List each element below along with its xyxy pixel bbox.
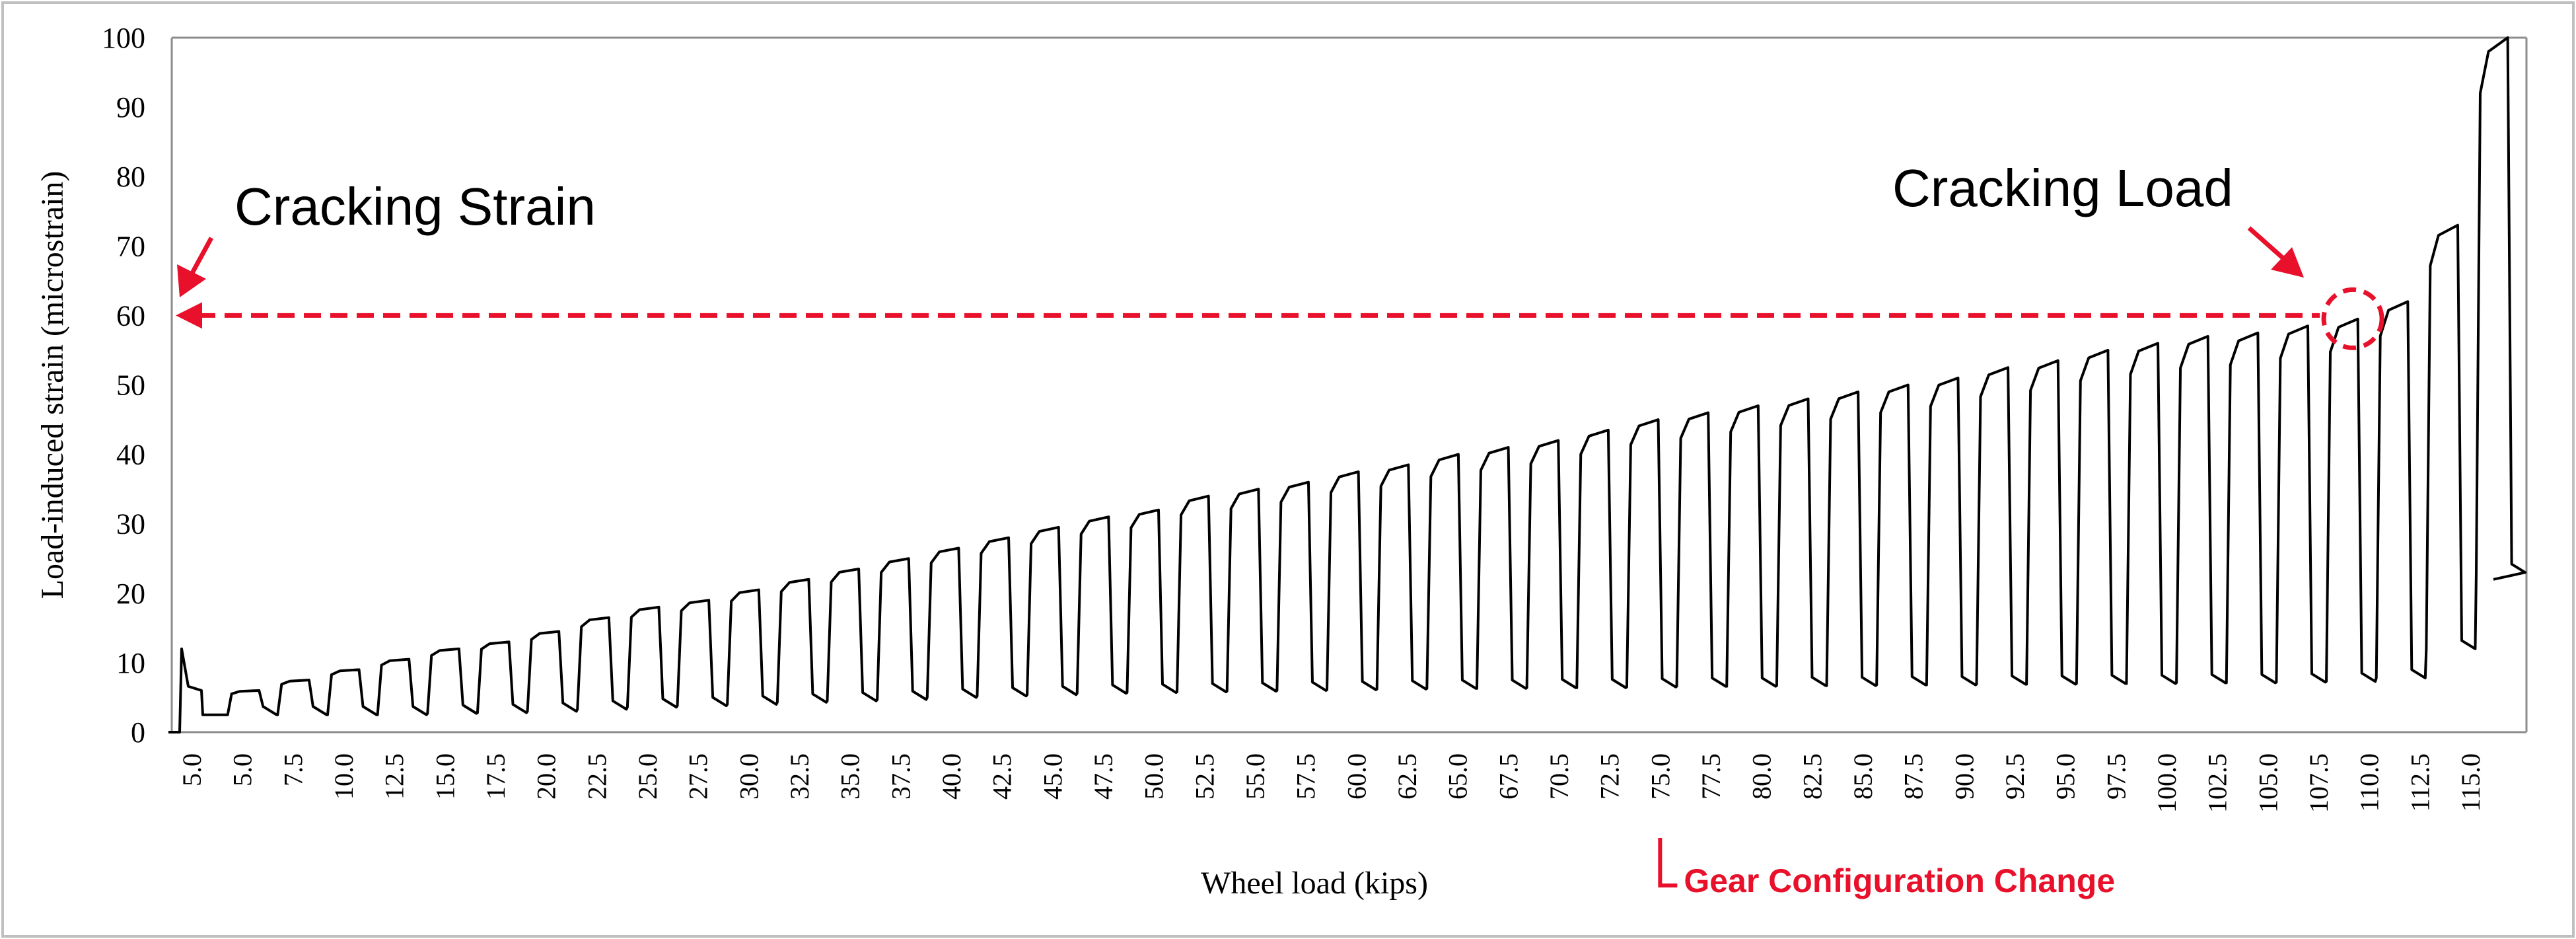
x-tick-label: 100.0	[2152, 753, 2182, 813]
x-tick-label: 15.0	[430, 753, 460, 800]
x-tick-label: 115.0	[2456, 753, 2486, 812]
x-tick-label: 52.5	[1190, 753, 1219, 800]
annotations-layer: Cracking Strain Cracking Load Gear Confi…	[176, 159, 2384, 899]
x-tick-label: 62.5	[1392, 753, 1422, 800]
x-tick-label: 92.5	[2000, 753, 2030, 800]
cracking-strain-pointer-arrowhead	[177, 264, 206, 297]
x-tick-label: 72.5	[1595, 753, 1625, 800]
x-tick-label: 40.0	[937, 753, 966, 800]
x-tick-label: 50.0	[1139, 753, 1169, 800]
y-tick-labels: 0 10 20 30 40 50 60 70 80 90 100	[102, 22, 145, 749]
x-tick-label: 25.0	[633, 753, 662, 800]
x-tick-label: 35.0	[836, 753, 865, 800]
x-tick-label: 5.0	[228, 753, 258, 786]
x-tick-label: 10.0	[329, 753, 359, 800]
x-tick-label: 17.5	[481, 753, 511, 800]
y-tick-label: 40	[116, 439, 145, 471]
x-tick-label: 80.0	[1747, 753, 1777, 800]
x-tick-label: 57.5	[1291, 753, 1321, 800]
x-tick-label: 112.5	[2405, 753, 2435, 812]
x-axis-title: Wheel load (kips)	[1201, 866, 1428, 901]
x-tick-label: 5.0	[177, 753, 207, 786]
x-tick-label: 65.0	[1443, 753, 1473, 800]
cracking-strain-arrowhead	[176, 302, 202, 329]
y-tick-label: 60	[116, 299, 145, 332]
x-tick-label: 90.0	[1949, 753, 1979, 800]
cracking-load-circle	[2321, 287, 2384, 350]
x-tick-label: 27.5	[684, 753, 713, 800]
gear-change-bracket	[1658, 838, 1678, 887]
x-tick-label: 87.5	[1899, 753, 1929, 800]
x-tick-label: 105.0	[2253, 753, 2283, 813]
cracking-load-pointer-arrow	[2247, 226, 2286, 261]
x-tick-label: 75.0	[1645, 753, 1675, 800]
gear-change-label: Gear Configuration Change	[1684, 862, 2115, 899]
cracking-load-pointer-arrowhead	[2271, 247, 2304, 278]
x-tick-label: 70.5	[1544, 753, 1574, 800]
x-tick-label: 82.5	[1797, 753, 1827, 800]
y-tick-label: 90	[116, 91, 145, 124]
x-tick-label: 32.5	[785, 753, 814, 800]
x-tick-label: 110.0	[2355, 753, 2384, 812]
x-tick-label: 30.0	[734, 753, 764, 800]
y-axis-title: Load-induced strain (microstrain)	[35, 171, 70, 599]
strain-series-line	[168, 36, 2527, 733]
axes-layer	[170, 36, 2528, 733]
x-tick-label: 47.5	[1089, 753, 1118, 800]
cracking-strain-label: Cracking Strain	[234, 177, 596, 236]
x-tick-label: 97.5	[2101, 753, 2131, 800]
x-tick-label: 85.0	[1848, 753, 1878, 800]
y-tick-label: 20	[116, 578, 145, 610]
x-tick-label: 67.5	[1493, 753, 1523, 800]
y-tick-label: 0	[131, 716, 145, 749]
x-tick-label: 45.0	[1038, 753, 1067, 800]
x-tick-label: 102.5	[2203, 753, 2233, 813]
x-tick-label: 20.0	[532, 753, 561, 800]
y-tick-label: 50	[116, 369, 145, 402]
y-tick-label: 100	[102, 22, 145, 54]
x-tick-label: 7.5	[278, 753, 308, 786]
x-tick-label: 55.0	[1240, 753, 1270, 800]
x-tick-label: 42.5	[987, 753, 1017, 800]
cracking-strain-pointer-arrow	[189, 237, 214, 276]
x-tick-label: 107.5	[2304, 753, 2334, 813]
x-tick-labels: 5.0 5.0 7.5 10.0 12.5 15.0 17.5 20.0 22.5 25.0 27.…	[177, 753, 2486, 813]
x-tick-label: 95.0	[2051, 753, 2081, 800]
x-tick-label: 12.5	[380, 753, 410, 800]
y-tick-label: 70	[116, 230, 145, 262]
x-tick-label: 22.5	[582, 753, 612, 800]
y-tick-label: 80	[116, 161, 145, 193]
y-tick-label: 30	[116, 508, 145, 541]
x-tick-label: 37.5	[886, 753, 915, 800]
y-tick-label: 10	[116, 647, 145, 679]
x-tick-label: 60.0	[1342, 753, 1371, 800]
x-tick-label: 77.5	[1696, 753, 1726, 800]
cracking-load-label: Cracking Load	[1892, 159, 2233, 217]
